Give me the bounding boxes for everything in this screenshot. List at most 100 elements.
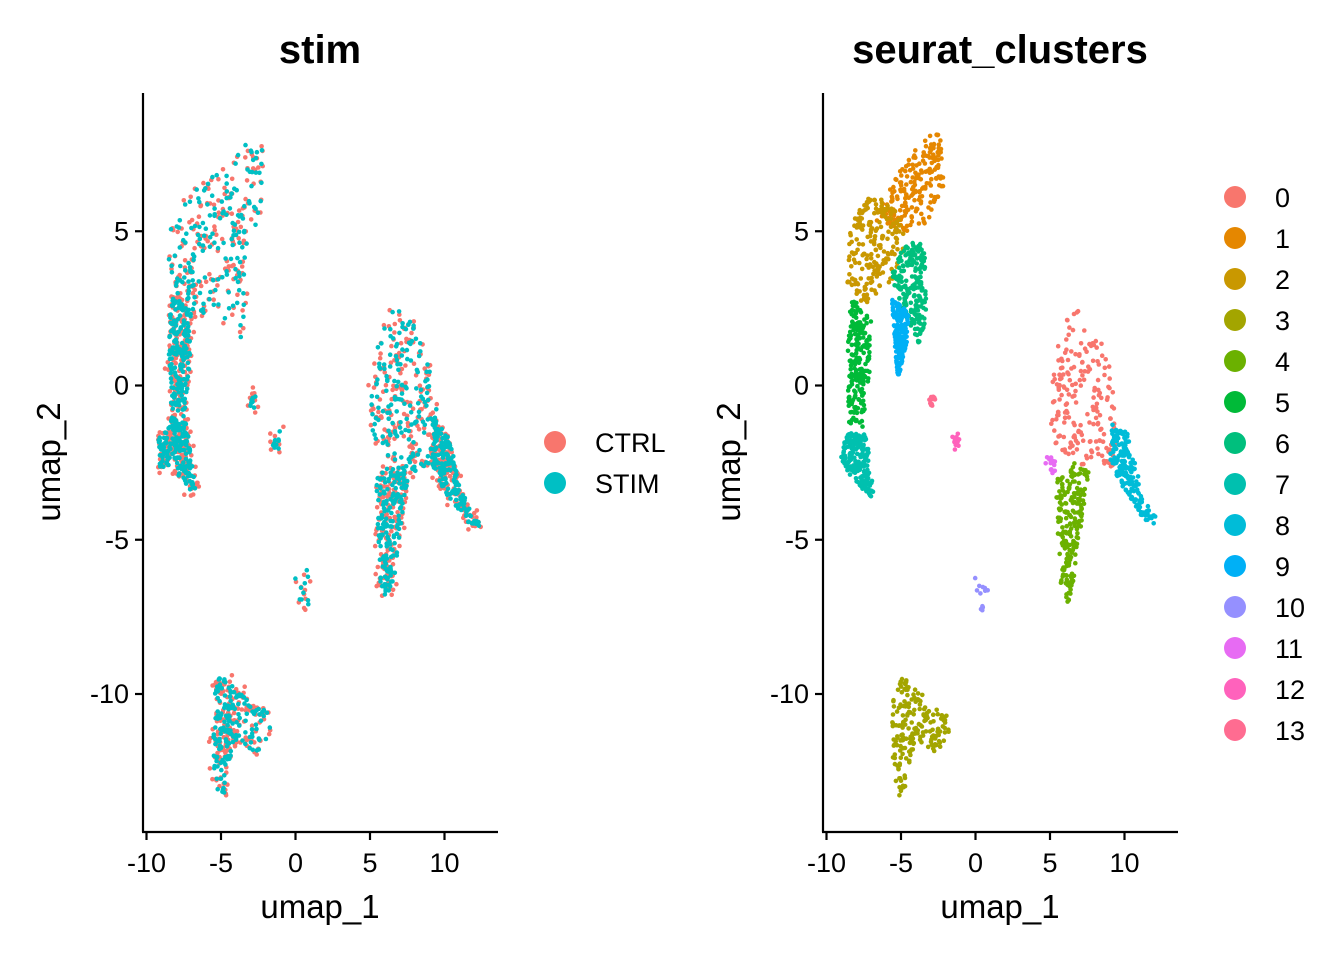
cluster-6-point bbox=[908, 285, 913, 291]
cluster-3-point bbox=[908, 710, 913, 715]
stim-point bbox=[237, 240, 242, 245]
stim-point bbox=[233, 161, 238, 166]
cluster-3-point bbox=[930, 712, 936, 717]
ctrl-point bbox=[244, 737, 249, 743]
cluster-5-point bbox=[857, 367, 863, 372]
cluster-0-point bbox=[1067, 325, 1072, 330]
ctrl-point bbox=[392, 330, 397, 335]
ctrl-point bbox=[373, 571, 379, 577]
cluster-1-point bbox=[904, 223, 910, 229]
stim-point bbox=[468, 513, 473, 518]
ctrl-point bbox=[388, 360, 394, 366]
ctrl-point bbox=[374, 505, 380, 510]
cluster-2-point bbox=[852, 223, 857, 228]
stim-point bbox=[182, 202, 188, 207]
stim-point bbox=[253, 170, 259, 175]
cluster-4-point bbox=[1064, 523, 1069, 529]
cluster-0-point bbox=[1052, 376, 1057, 382]
cluster-10-point bbox=[972, 575, 978, 581]
cluster-0-point bbox=[1095, 422, 1101, 427]
stim-point bbox=[397, 397, 402, 402]
cluster-7-point bbox=[862, 473, 868, 479]
cluster-0-point bbox=[1057, 433, 1063, 439]
cluster-2-point bbox=[888, 224, 894, 230]
ctrl-point bbox=[401, 411, 407, 417]
stim-point bbox=[201, 301, 206, 307]
cluster-4-point bbox=[1076, 480, 1082, 486]
cluster-6-point bbox=[916, 247, 921, 252]
cluster-2-point bbox=[861, 296, 867, 302]
cluster-4-point bbox=[1055, 476, 1061, 482]
cluster-7-point bbox=[866, 450, 871, 455]
legend-swatch bbox=[1224, 391, 1246, 413]
stim-point bbox=[241, 302, 247, 308]
cluster-3-point bbox=[940, 714, 946, 719]
cluster-0-point bbox=[1057, 376, 1063, 382]
ctrl-point bbox=[398, 340, 404, 346]
cluster-1-point bbox=[913, 170, 918, 176]
legend-label: 4 bbox=[1275, 347, 1290, 377]
stim-point bbox=[243, 741, 248, 747]
cluster-6-point bbox=[892, 270, 897, 275]
scatter-points bbox=[156, 142, 484, 798]
stim-point bbox=[228, 690, 234, 695]
stim-point bbox=[381, 556, 387, 561]
cluster-0-point bbox=[1050, 417, 1055, 423]
cluster-6-point bbox=[916, 275, 922, 280]
stim-point bbox=[246, 198, 252, 204]
cluster-0-point bbox=[1091, 395, 1096, 400]
stim-point bbox=[440, 455, 446, 460]
cluster-5-point bbox=[864, 315, 870, 321]
stim-point bbox=[168, 226, 174, 232]
stim-point bbox=[385, 453, 391, 458]
stim-point bbox=[271, 441, 277, 446]
ctrl-point bbox=[434, 401, 440, 407]
stim-point bbox=[215, 277, 221, 282]
stim-point bbox=[249, 183, 254, 189]
cluster-4-point bbox=[1060, 572, 1066, 578]
stim-point bbox=[394, 409, 400, 414]
ctrl-point bbox=[378, 351, 383, 356]
cluster-1-point bbox=[890, 196, 895, 201]
cluster-8-point bbox=[1137, 504, 1143, 510]
legend-label: 0 bbox=[1275, 183, 1290, 213]
cluster-4-point bbox=[1059, 579, 1064, 584]
ctrl-point bbox=[395, 510, 400, 515]
stim-point bbox=[384, 373, 389, 379]
cluster-5-point bbox=[863, 361, 868, 367]
cluster-2-point bbox=[872, 197, 877, 203]
y-tick-label: -10 bbox=[770, 679, 809, 709]
ctrl-point bbox=[389, 592, 395, 598]
cluster-0-point bbox=[1088, 454, 1094, 460]
cluster-6-point bbox=[919, 253, 924, 258]
stim-point bbox=[176, 225, 182, 230]
cluster-1-point bbox=[906, 157, 912, 163]
stim-point bbox=[377, 492, 383, 497]
cluster-2-point bbox=[872, 288, 877, 293]
ctrl-point bbox=[238, 224, 244, 230]
cluster-2-point bbox=[865, 296, 871, 302]
stim-point bbox=[214, 172, 219, 178]
cluster-8-point bbox=[1121, 445, 1127, 451]
stim-point bbox=[411, 323, 416, 329]
cluster-8-point bbox=[1130, 487, 1135, 493]
stim-point bbox=[449, 446, 454, 452]
stim-point bbox=[223, 256, 228, 261]
stim-point bbox=[213, 287, 218, 293]
ctrl-point bbox=[394, 581, 399, 587]
stim-point bbox=[465, 508, 471, 513]
cluster-3-point bbox=[926, 708, 932, 714]
cluster-6-point bbox=[899, 275, 904, 280]
cluster-3-point bbox=[897, 761, 903, 766]
stim-point bbox=[384, 466, 390, 472]
cluster-8-point bbox=[1110, 422, 1115, 428]
cluster-1-point bbox=[929, 176, 934, 182]
cluster-8-point bbox=[1122, 434, 1127, 440]
stim-point bbox=[185, 296, 190, 302]
cluster-0-point bbox=[1080, 438, 1086, 444]
cluster-5-point bbox=[854, 417, 859, 423]
stim-point bbox=[183, 456, 189, 462]
stim-point bbox=[212, 763, 217, 769]
cluster-0-point bbox=[1099, 353, 1105, 359]
cluster-8-point bbox=[1129, 469, 1134, 475]
